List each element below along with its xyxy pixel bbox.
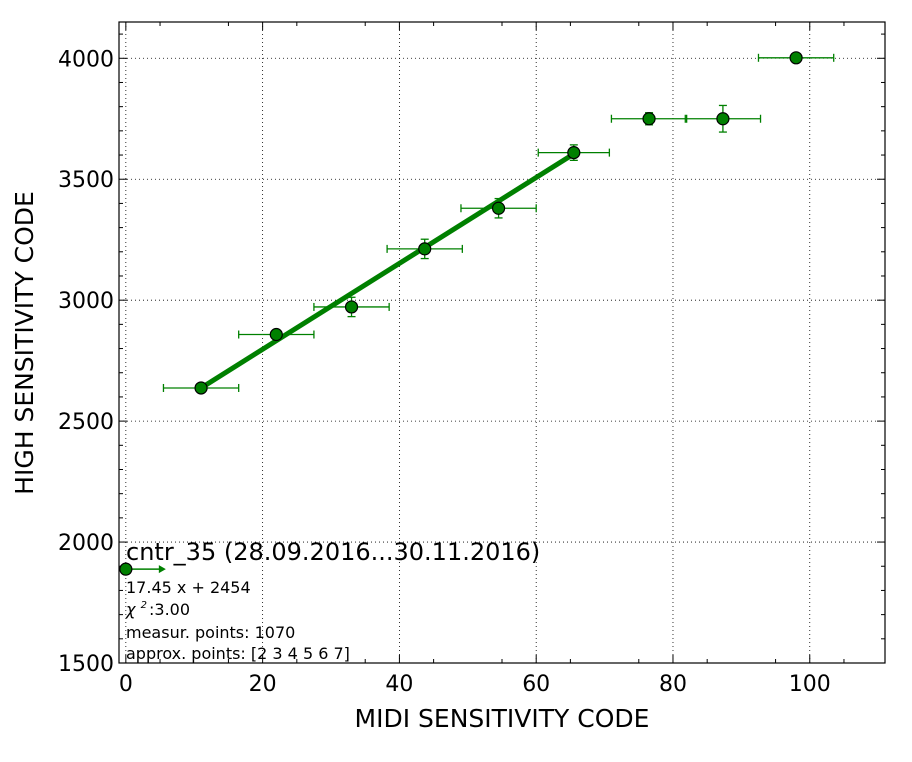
annotation-chi2-symbol: χ 2	[125, 600, 147, 619]
data-point	[642, 112, 656, 126]
chi-symbol: χ	[125, 600, 136, 619]
y-tick-label: 3500	[58, 168, 114, 193]
data-point	[789, 51, 803, 65]
data-point	[716, 112, 730, 126]
annotation-chi2-value: :3.00	[149, 600, 190, 619]
annotation-measur-points: measur. points: 1070	[126, 623, 295, 642]
x-tick-labels: 0 20 40 60 80 100	[119, 672, 831, 697]
x-tick-label: 40	[385, 672, 413, 697]
y-tick-label: 1500	[58, 652, 114, 677]
x-tick-label: 20	[249, 672, 277, 697]
annotation-marker	[119, 562, 166, 576]
y-tick-label: 2500	[58, 410, 114, 435]
annotation-fit-equation: 17.45 x + 2454	[126, 578, 251, 597]
annotation-box: cntr_35 (28.09.2016...30.11.2016) 17.45 …	[119, 538, 540, 663]
annotation-point	[119, 562, 133, 576]
data-point	[418, 242, 432, 256]
y-tick-label: 3000	[58, 289, 114, 314]
annotation-title: cntr_35 (28.09.2016...30.11.2016)	[126, 538, 540, 566]
y-tick-labels: 1500 2000 2500 3000 3500 4000	[58, 47, 114, 677]
annotation-approx-points: approx. points: [2 3 4 5 6 7]	[126, 644, 350, 663]
data-point	[567, 146, 581, 160]
data-point	[491, 201, 506, 215]
chi-superscript: 2	[141, 600, 147, 611]
x-tick-label: 80	[659, 672, 687, 697]
data-point	[194, 381, 208, 395]
annotation-arrow-head	[158, 565, 166, 574]
x-tick-label: 100	[789, 672, 831, 697]
y-axis-title: HIGH SENSITIVITY CODE	[10, 191, 39, 495]
data-point	[269, 327, 283, 342]
plot-area	[118, 21, 886, 664]
y-tick-label: 2000	[58, 531, 114, 556]
x-tick-label: 60	[522, 672, 550, 697]
data-points	[194, 51, 803, 395]
x-axis-title: MIDI SENSITIVITY CODE	[355, 704, 650, 733]
minor-ticks	[119, 22, 885, 664]
error-bars	[162, 53, 835, 392]
y-tick-label: 4000	[58, 47, 114, 72]
x-tick-label: 0	[119, 672, 133, 697]
data-point	[344, 300, 359, 314]
grid	[119, 22, 885, 663]
fit-line	[199, 151, 576, 391]
